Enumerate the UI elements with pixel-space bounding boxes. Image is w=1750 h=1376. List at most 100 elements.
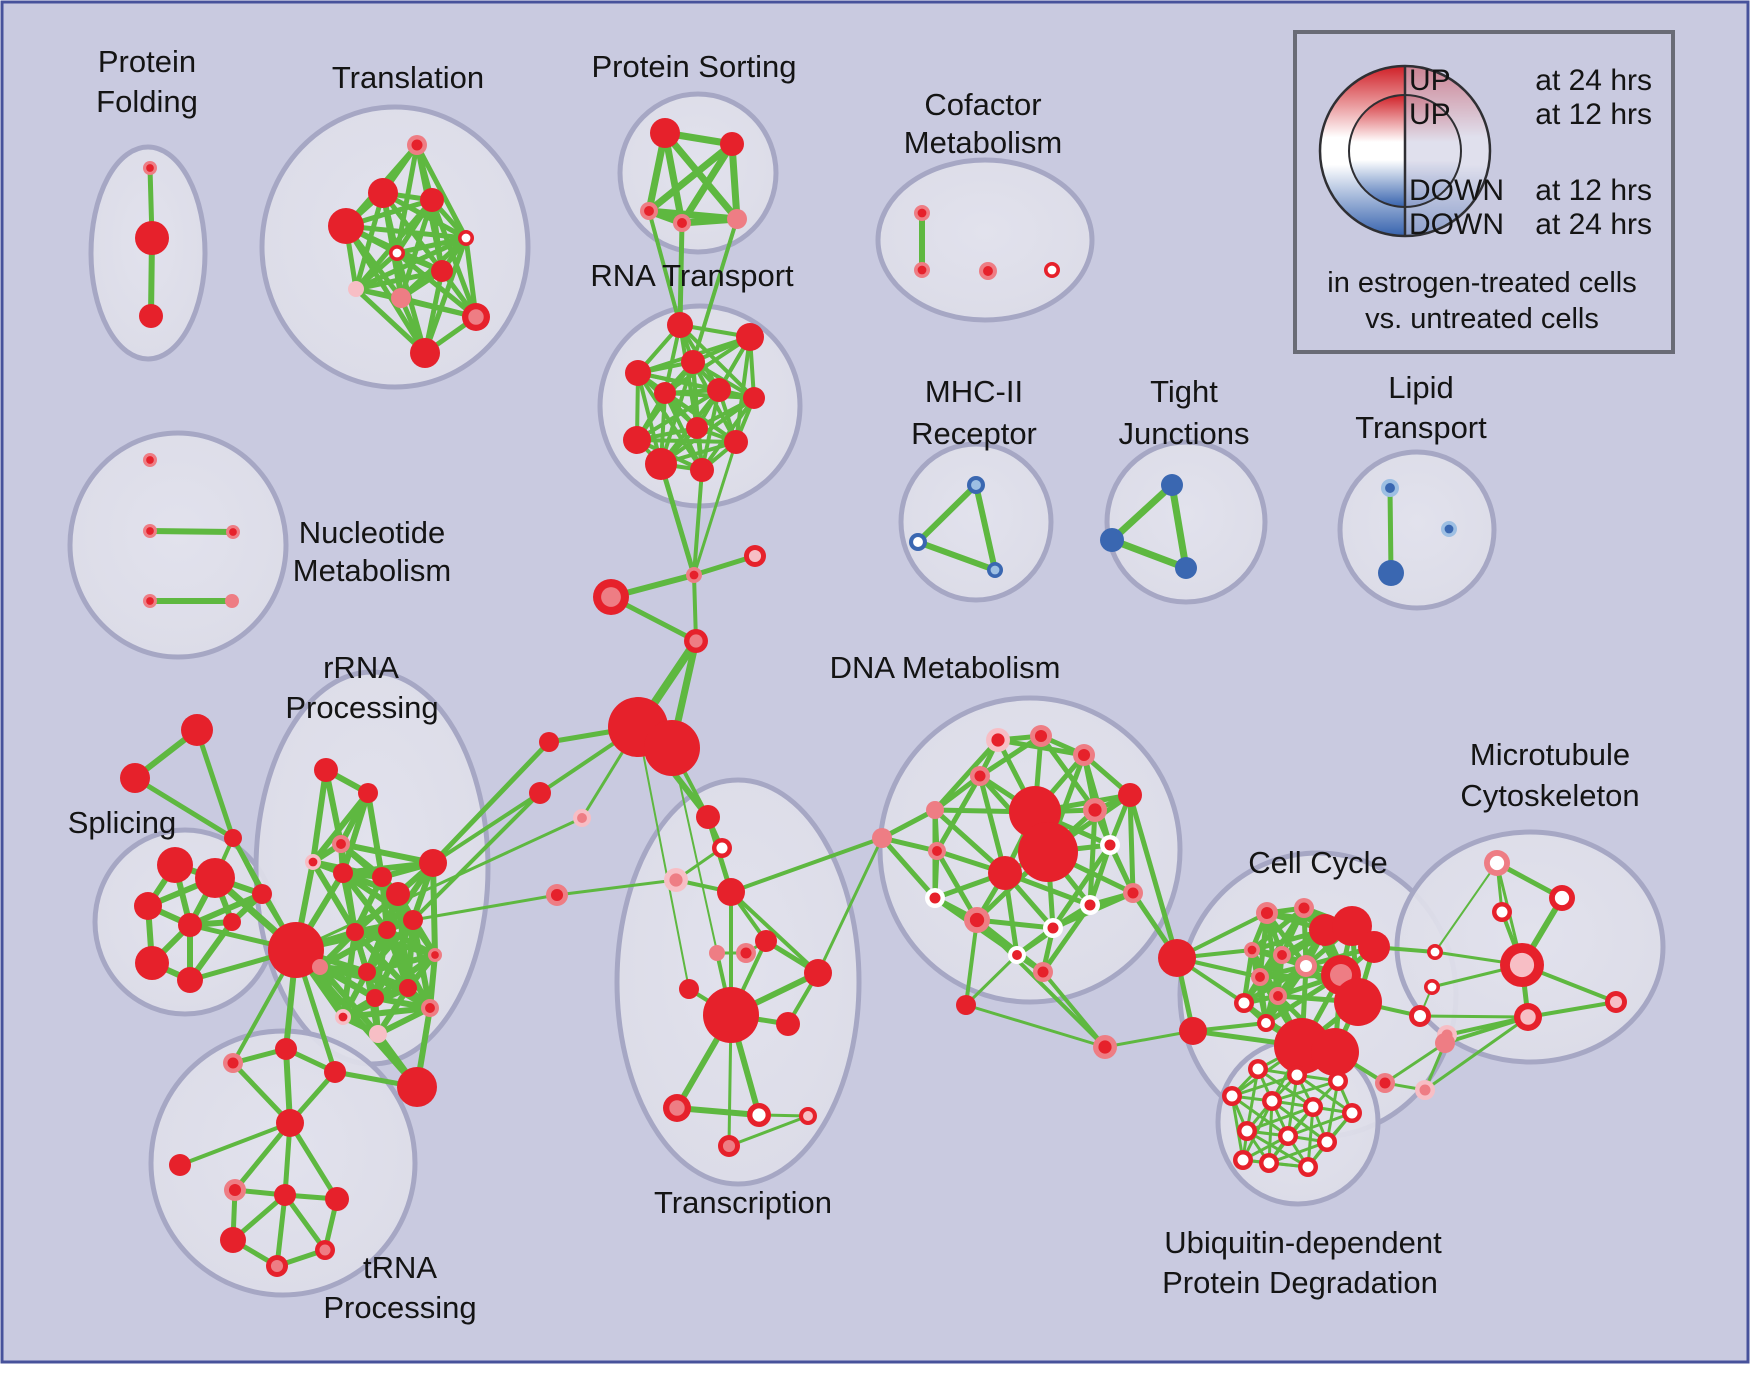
network-node-core [913, 537, 923, 547]
network-node-core [669, 1100, 685, 1116]
network-edge [692, 468, 704, 577]
network-node [1100, 528, 1124, 552]
network-edge [431, 791, 542, 865]
network-edge [1286, 1111, 1354, 1138]
network-node-core [991, 733, 1005, 747]
network-node-core [1273, 991, 1283, 1001]
network-edge [147, 528, 236, 535]
lipid-transport-label: Transport [1355, 410, 1487, 445]
network-node [386, 882, 410, 906]
network-node-core [392, 248, 402, 258]
microtubule-cytoskeleton-label: Microtubule [1470, 737, 1630, 772]
ubiquitin-degradation-label: Ubiquitin-dependent [1164, 1225, 1442, 1260]
network-edge [1041, 970, 1107, 1049]
network-node [314, 758, 338, 782]
protein-sorting-label: Protein Sorting [591, 49, 796, 84]
legend-faded-half [1405, 66, 1490, 236]
legend-direction-0: UP [1409, 64, 1451, 97]
rrna-processing-label: rRNA [323, 650, 399, 685]
network-node-core [917, 265, 927, 275]
network-edge [1267, 1140, 1329, 1165]
network-node [397, 1067, 437, 1107]
cell-cycle-label: Cell Cycle [1248, 845, 1388, 880]
network-node [134, 892, 162, 920]
network-edge [411, 791, 542, 922]
network-edge [915, 539, 998, 573]
network-node-core [971, 480, 981, 490]
network-node-core [1520, 1009, 1536, 1025]
network-node [419, 849, 447, 877]
network-node-core [1260, 906, 1274, 920]
network-node-core [461, 233, 471, 243]
network-node-core [601, 587, 621, 607]
network-edge [729, 890, 820, 975]
network-edge [353, 286, 428, 356]
network-node-core [411, 139, 423, 151]
network-edge [1087, 807, 1098, 908]
ubiquitin-degradation-label: Protein Degradation [1162, 1265, 1438, 1300]
network-node-core [468, 309, 484, 325]
network-node-core [1496, 906, 1508, 918]
network-node-core [1291, 1069, 1303, 1081]
legend-caption-line-0: in estrogen-treated cells [1327, 267, 1637, 299]
network-node-core [270, 1259, 284, 1273]
network-node [275, 1038, 297, 1060]
network-node-core [227, 1057, 239, 1069]
network-node [369, 1025, 387, 1043]
network-node [755, 930, 777, 952]
network-edge [430, 860, 438, 958]
network-node [403, 910, 423, 930]
network-node-core [550, 888, 564, 902]
network-node [650, 118, 680, 148]
network-edge [647, 209, 682, 327]
legend-time-3: at 24 hrs [1535, 208, 1652, 241]
legend-time-2: at 12 hrs [1535, 174, 1652, 207]
network-node-core [1419, 1084, 1431, 1096]
network-edge [934, 773, 983, 854]
network-edge [310, 790, 371, 865]
tight-junctions-label: Junctions [1119, 416, 1250, 451]
network-edge [661, 129, 686, 227]
network-node [431, 260, 453, 282]
network-node-core [1509, 952, 1535, 978]
network-node-core [1332, 1075, 1344, 1087]
network-node-core [752, 1108, 766, 1122]
network-edge [353, 250, 400, 292]
network-node-core [1247, 945, 1257, 955]
network-node [420, 188, 444, 212]
network-node [358, 963, 376, 981]
network-edge [1108, 481, 1176, 544]
network-node [177, 967, 203, 993]
network-node [644, 720, 700, 776]
network-edge [384, 927, 433, 1011]
tight-junctions-label: Tight [1150, 374, 1218, 409]
network-node-core [229, 528, 237, 536]
cofactor-metabolism-label: Cofactor [924, 87, 1041, 122]
network-edge [411, 893, 559, 922]
protein-folding-label: Folding [96, 84, 198, 119]
network-node-core [990, 565, 1000, 575]
network-node-core [1385, 483, 1395, 493]
network-edge [287, 1120, 340, 1202]
network-edge [338, 841, 436, 866]
network-edge [353, 268, 445, 292]
network-node-core [974, 770, 986, 782]
network-edge [294, 816, 584, 952]
network-node [681, 350, 705, 374]
network-edge [353, 197, 435, 292]
network-node-core [669, 873, 683, 887]
network-edge [692, 440, 738, 577]
network-edge [364, 952, 438, 975]
network-node [720, 132, 744, 156]
lipid-transport-label: Lipid [1388, 370, 1454, 405]
network-edge [394, 235, 469, 256]
transcription-label: Transcription [654, 1185, 832, 1220]
tight-junctions-ellipse [1104, 439, 1268, 605]
network-node-core [1330, 964, 1352, 986]
network-edge [973, 482, 998, 573]
network-edge [964, 1003, 1107, 1049]
network-node-core [1098, 1040, 1112, 1054]
network-edge [1245, 1105, 1315, 1133]
network-edge [343, 223, 469, 241]
network-node [724, 430, 748, 454]
